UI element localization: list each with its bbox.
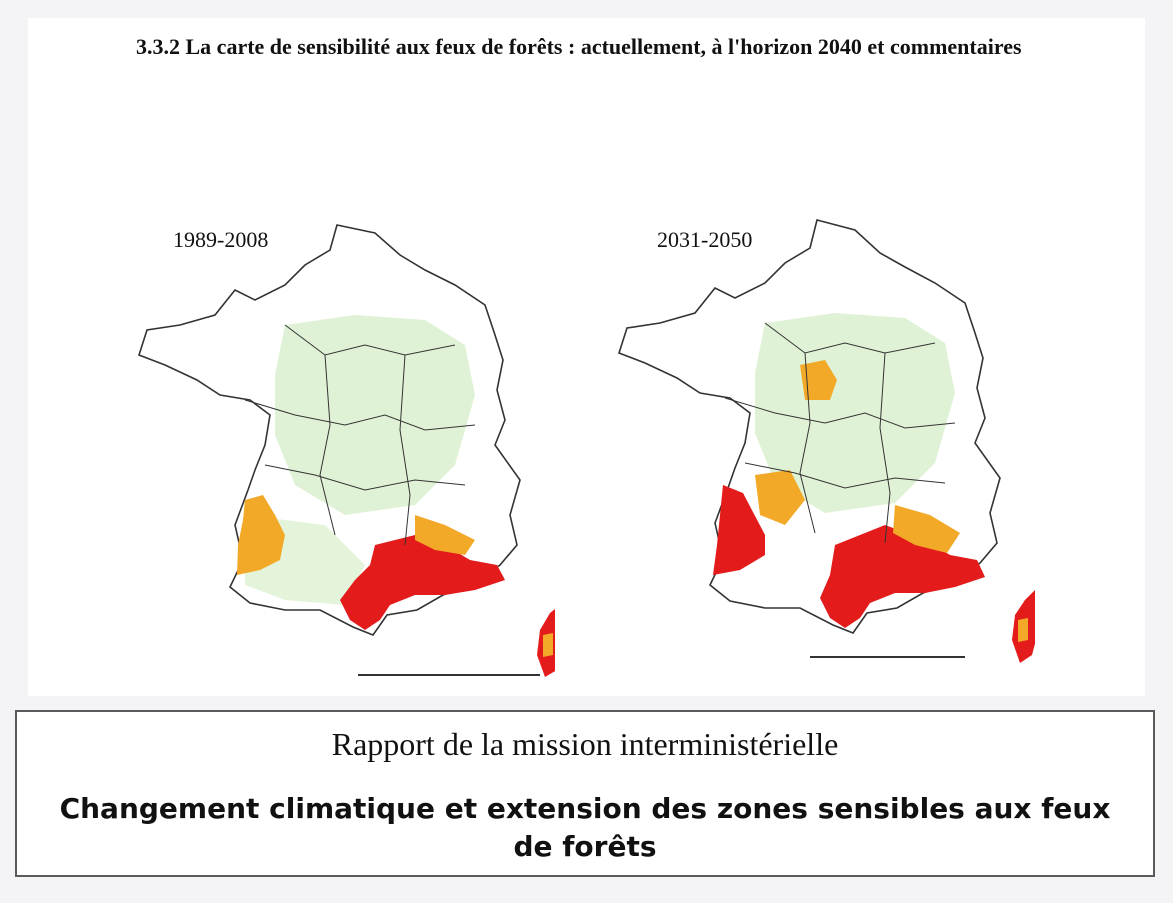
map-period-label: 2031-2050 — [657, 227, 753, 252]
report-title-box: Rapport de la mission interministérielle… — [15, 710, 1155, 877]
france-map-current — [138, 224, 567, 677]
map-1989-2008: 1989-2008 — [125, 215, 567, 685]
france-map-projected — [618, 219, 1042, 663]
map-2031-2050: 2031-2050 — [605, 215, 1042, 685]
report-subtitle: Changement climatique et extension des z… — [59, 792, 1111, 863]
report-title: Rapport de la mission interministérielle — [331, 726, 839, 762]
map-period-label: 1989-2008 — [173, 227, 269, 252]
section-heading: 3.3.2 La carte de sensibilité aux feux d… — [136, 34, 1022, 59]
